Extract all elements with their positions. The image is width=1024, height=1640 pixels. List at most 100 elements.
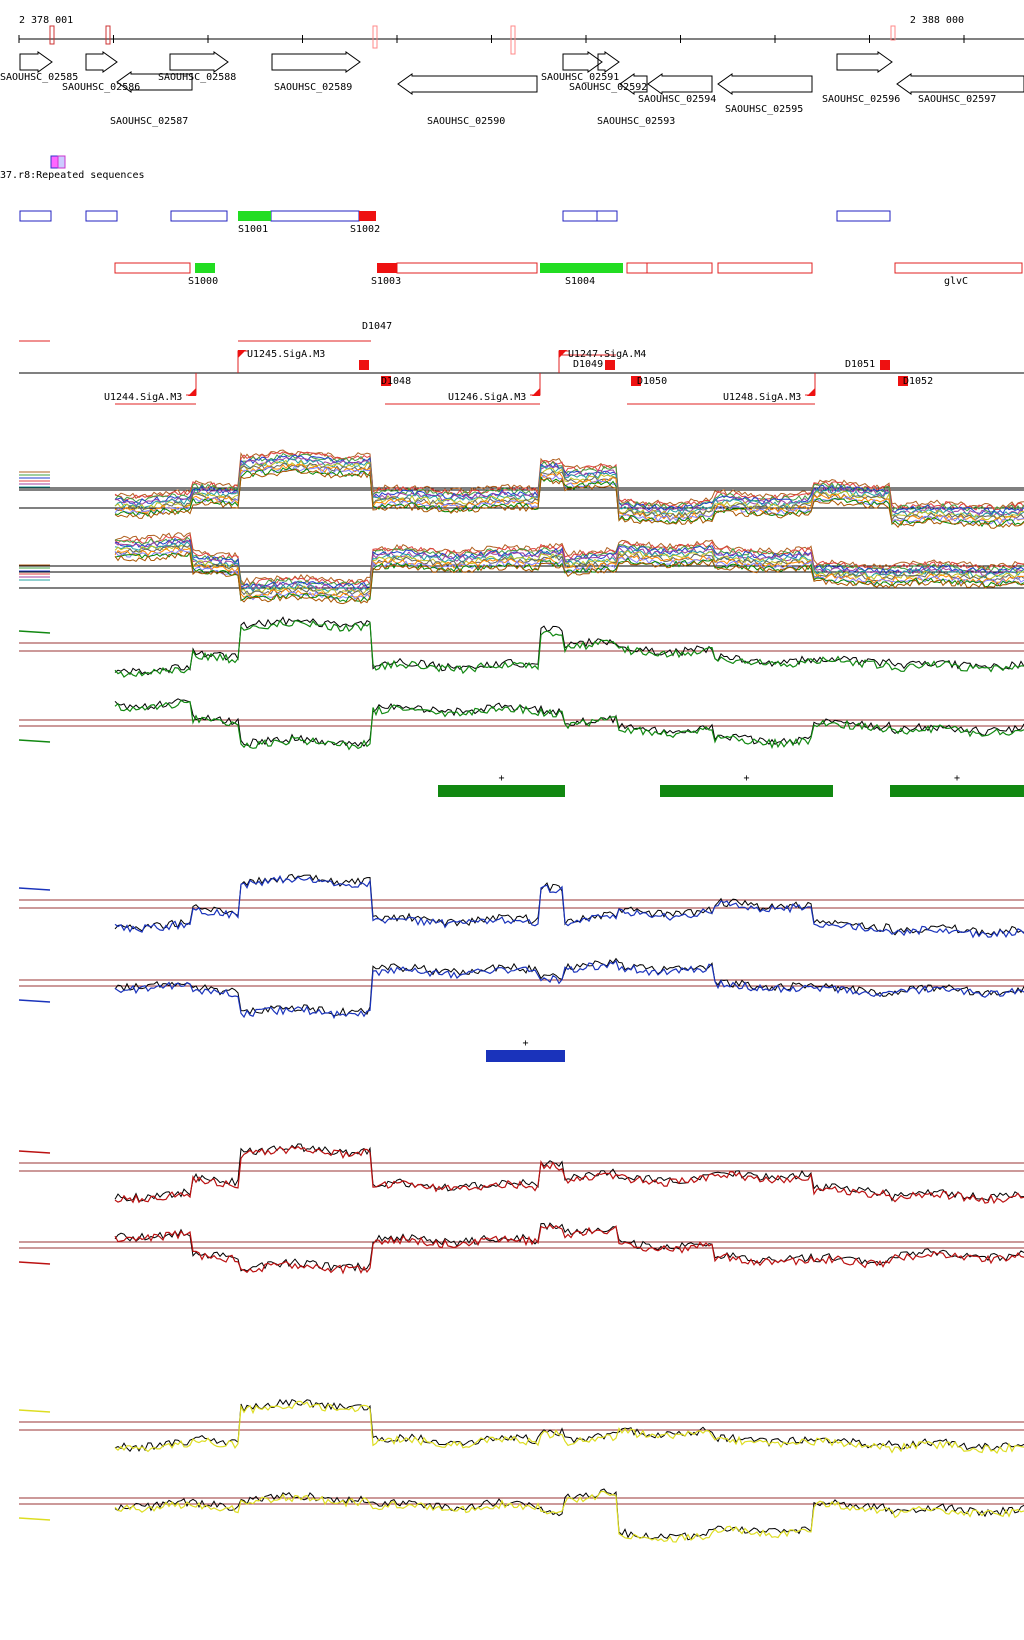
expression-trace bbox=[114, 451, 1024, 511]
expression-trace bbox=[114, 458, 1024, 518]
gene-label: SAOUHSC_02594 bbox=[638, 94, 716, 105]
segment-box bbox=[396, 262, 538, 274]
expression-trace bbox=[114, 875, 1024, 939]
gene-label: SAOUHSC_02585 bbox=[0, 72, 78, 83]
expression-trace bbox=[114, 957, 1024, 1018]
gene-label: SAOUHSC_02589 bbox=[274, 82, 352, 93]
repeat-marker[interactable] bbox=[57, 155, 66, 169]
gene-arrow bbox=[562, 51, 603, 73]
expression-trace bbox=[114, 699, 1024, 751]
segment-highlight bbox=[238, 211, 271, 221]
ruler-start-label: 2 378 001 bbox=[19, 15, 73, 26]
gene-label: SAOUHSC_02587 bbox=[110, 116, 188, 127]
expression-trace bbox=[114, 537, 1024, 590]
gene-label: SAOUHSC_02592 bbox=[569, 82, 647, 93]
significance-mark: + bbox=[954, 773, 960, 784]
gene-arrow bbox=[717, 73, 813, 95]
segment-highlight bbox=[377, 263, 397, 273]
segment-box bbox=[894, 262, 1023, 274]
expression-trace bbox=[18, 887, 51, 891]
expression-trace bbox=[114, 616, 1024, 676]
segment-box bbox=[270, 210, 360, 222]
gene-label: SAOUHSC_02597 bbox=[918, 94, 996, 105]
segment-label: S1001 bbox=[238, 224, 268, 235]
expression-trace bbox=[114, 469, 1024, 529]
coordinate-ruler: 2 378 001 2 388 000 bbox=[18, 15, 1024, 55]
ruler-end-label: 2 388 000 bbox=[910, 15, 964, 26]
feature-marker bbox=[890, 25, 896, 41]
significance-bar bbox=[438, 785, 565, 797]
segment-label: S1002 bbox=[350, 224, 380, 235]
break-label: D1047 bbox=[362, 321, 392, 332]
break-marker bbox=[381, 376, 391, 386]
break-label: D1052 bbox=[903, 376, 933, 387]
expression-trace bbox=[114, 959, 1024, 1020]
expression-trace bbox=[18, 630, 51, 634]
expression-trace bbox=[114, 1490, 1024, 1543]
segment-label: S1004 bbox=[565, 276, 595, 287]
significance-bar bbox=[890, 785, 1024, 797]
break-label: D1051 bbox=[845, 359, 875, 370]
gene-arrow bbox=[647, 73, 713, 95]
gene-arrow bbox=[116, 71, 193, 93]
tu-label: U1247.SigA.M4 bbox=[568, 349, 646, 360]
gene-arrow bbox=[597, 51, 620, 73]
gene-label: SAOUHSC_02591 bbox=[541, 72, 619, 83]
segment-box bbox=[85, 210, 118, 222]
segment-box bbox=[170, 210, 228, 222]
break-marker bbox=[631, 376, 641, 386]
tu-label: U1244.SigA.M3 bbox=[104, 392, 182, 403]
expression-trace bbox=[18, 1261, 51, 1265]
gene-label: SAOUHSC_02588 bbox=[158, 72, 236, 83]
expression-trace bbox=[18, 999, 51, 1003]
expression-trace bbox=[114, 544, 1024, 596]
segment-box bbox=[114, 262, 191, 274]
transcription-unit-track: U1245.SigA.M3 U1247.SigA.M4 U1244.SigA.M3 U… bbox=[19, 321, 1024, 405]
gene-label: SAOUHSC_02586 bbox=[62, 82, 140, 93]
repeat-marker[interactable] bbox=[50, 155, 59, 169]
expression-trace bbox=[114, 532, 1024, 585]
gene-label: SAOUHSC_02595 bbox=[725, 104, 803, 115]
expression-trace bbox=[114, 698, 1024, 748]
significance-mark: + bbox=[498, 773, 504, 784]
promoter-arrow-head bbox=[238, 350, 246, 358]
expression-trace bbox=[114, 1143, 1024, 1202]
promoter-arrow-head bbox=[559, 350, 567, 358]
expression-trace bbox=[114, 1222, 1024, 1272]
tu-label: U1248.SigA.M3 bbox=[723, 392, 801, 403]
expression-trace bbox=[114, 547, 1024, 599]
expression-trace bbox=[114, 464, 1024, 525]
expression-trace bbox=[18, 1150, 51, 1154]
segment-box bbox=[836, 210, 891, 222]
tu-label: U1245.SigA.M3 bbox=[247, 349, 325, 360]
segment-box bbox=[626, 262, 648, 274]
expression-trace bbox=[114, 551, 1024, 605]
break-marker bbox=[605, 360, 615, 370]
segment-highlight bbox=[540, 263, 623, 273]
feature-marker bbox=[510, 25, 516, 55]
gene-arrow bbox=[85, 51, 118, 73]
expression-trace bbox=[114, 873, 1024, 937]
gene-arrow bbox=[619, 73, 648, 95]
segment-label: glvC bbox=[944, 276, 968, 287]
gene-arrow bbox=[271, 51, 361, 73]
expression-trace bbox=[114, 1488, 1024, 1541]
feature-marker bbox=[372, 25, 378, 49]
gene-arrow bbox=[836, 51, 893, 73]
gene-arrow bbox=[169, 51, 229, 73]
expression-trace bbox=[114, 456, 1024, 517]
promoter-arrow-head bbox=[532, 388, 540, 396]
segment-label: S1000 bbox=[188, 276, 218, 287]
significance-bar bbox=[660, 785, 833, 797]
segment-box bbox=[562, 210, 598, 222]
gene-arrow bbox=[19, 51, 53, 73]
expression-trace bbox=[114, 1398, 1024, 1452]
tu-label: U1246.SigA.M3 bbox=[448, 392, 526, 403]
expression-trace bbox=[114, 449, 1024, 509]
break-label: D1048 bbox=[381, 376, 411, 387]
expression-trace bbox=[114, 1400, 1024, 1454]
repeats-label: 37.r8:Repeated sequences bbox=[0, 170, 145, 181]
expression-trace bbox=[18, 1409, 51, 1413]
